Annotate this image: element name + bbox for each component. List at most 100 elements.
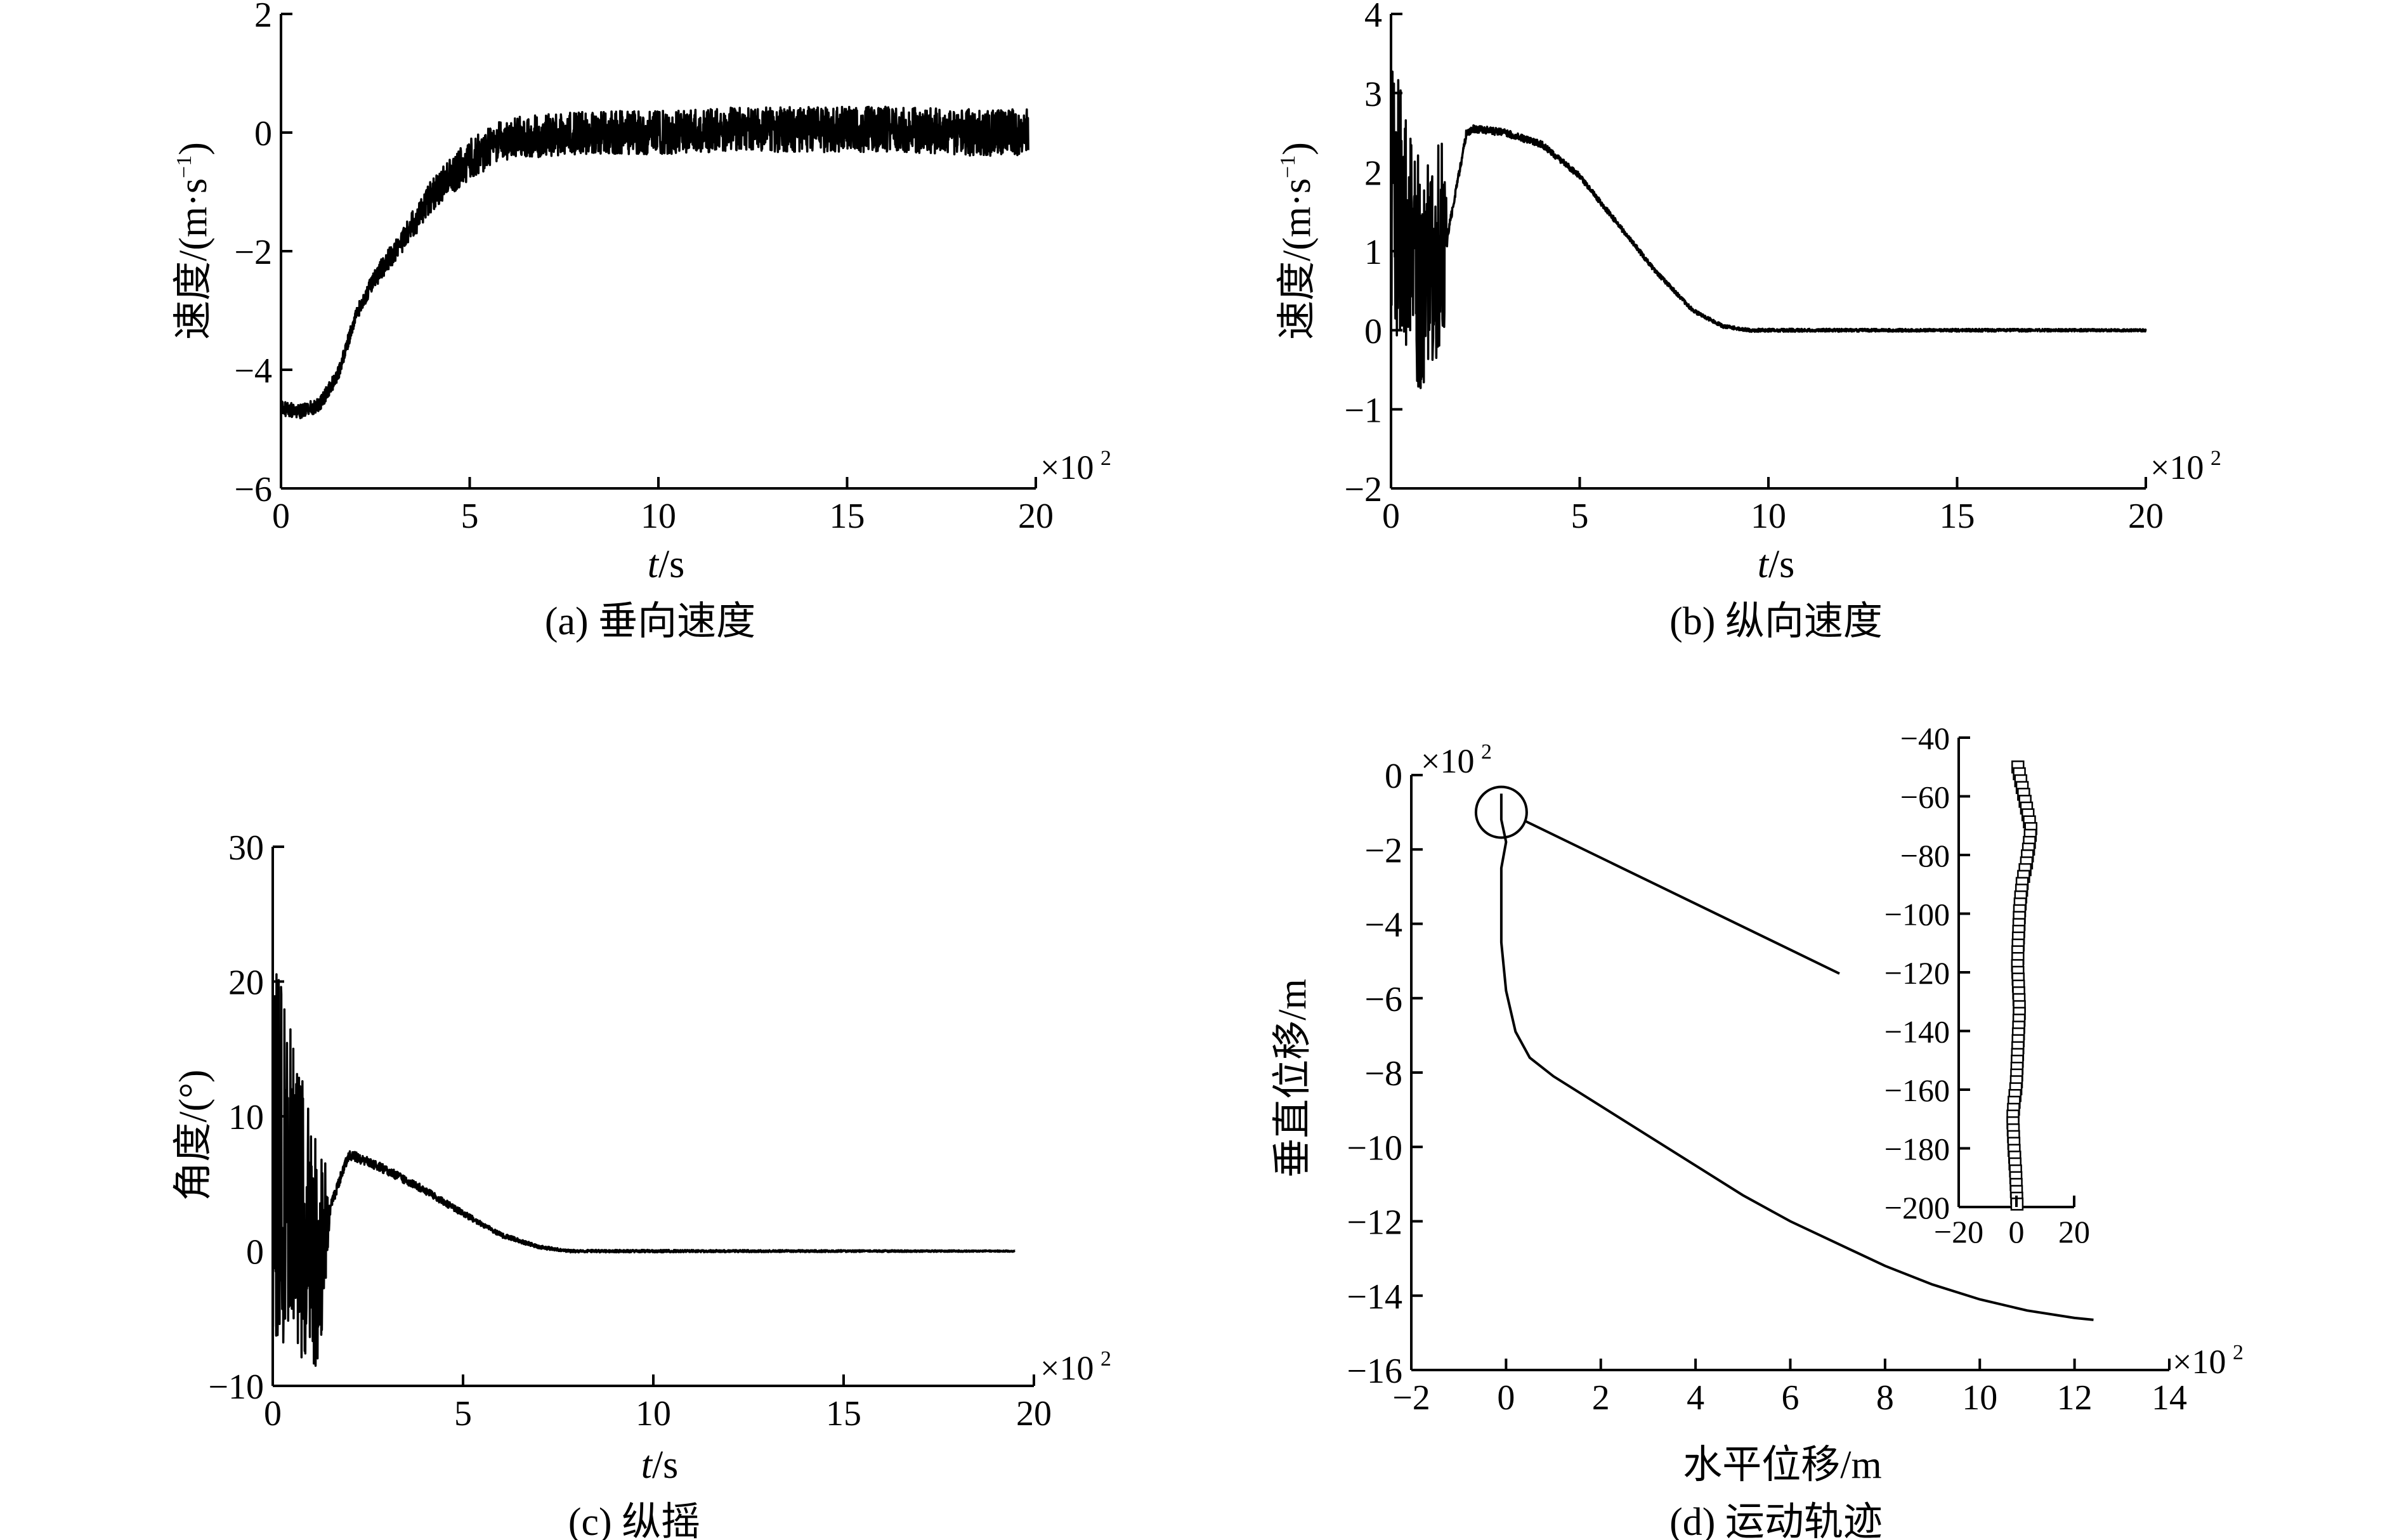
a-x-tick-label: 20 (1018, 497, 1054, 536)
panel-d-x-multiplier: ×10 (2172, 1343, 2226, 1381)
di-y-tick-label: −60 (1900, 780, 1950, 815)
c-y-tick-label: 10 (228, 1098, 264, 1137)
panel-c-x-multiplier: ×10 (1040, 1349, 1094, 1387)
panel-a-x-multiplier: ×10 (1040, 448, 1094, 486)
panel-d-caption: (d) 运动轨迹 (1669, 1501, 1883, 1540)
c-y-tick-label: 0 (246, 1233, 264, 1272)
b-y-tick-label: −1 (1344, 391, 1382, 430)
a-y-tick-label: 0 (254, 114, 272, 153)
a-x-tick-label: 10 (641, 497, 676, 536)
panel-d-trajectory: −2 0 2 4 6 8 10 12 14−16−14−12−10−8−6−4−20 ×10 2… (1271, 721, 2244, 1540)
d-x-tick-label: 14 (2152, 1378, 2187, 1418)
d-x-tick-label: 6 (1782, 1378, 1799, 1418)
d-y-tick-label: 0 (1385, 757, 1402, 796)
a-x-tick-label: 15 (830, 497, 865, 536)
panel-b-y-label: 速度/(m·s−1) (1276, 142, 1319, 340)
b-y-tick-label: 3 (1364, 75, 1382, 114)
d-x-tick-label: 4 (1687, 1378, 1704, 1418)
panel-d-x-label: 水平位移/m (1683, 1444, 1881, 1487)
di-y-tick-label: −100 (1884, 897, 1950, 932)
c-x-tick-label: 15 (826, 1394, 861, 1433)
panel-a-caption: (a) 垂向速度 (545, 600, 755, 643)
d-x-tick-label: −2 (1392, 1378, 1430, 1418)
panel-c-caption: (c) 纵摇 (568, 1501, 700, 1540)
panel-d-zoom-circle (1474, 785, 1528, 839)
d-x-tick-label: 2 (1592, 1378, 1610, 1418)
d-y-tick-label: −2 (1364, 831, 1402, 870)
c-x-tick-label: 20 (1016, 1394, 1052, 1433)
d-y-tick-label: −12 (1347, 1203, 1402, 1243)
panel-d-x-multiplier-exp: 2 (2233, 1341, 2244, 1364)
panel-a-vertical-velocity: 0 5 10 15 20 −6 −4 −2 0 2 ×10 2 t/s 速度/(m·s−1) (a… (172, 0, 1111, 643)
a-y-tick-label: −4 (234, 351, 272, 391)
panel-c-y-label: 角度/(°) (172, 1069, 215, 1201)
panel-b-caption: (b) 纵向速度 (1669, 600, 1883, 643)
b-x-tick-label: 0 (1382, 497, 1400, 536)
di-x-tick-label: 0 (2009, 1214, 2025, 1250)
c-x-tick-label: 10 (636, 1394, 671, 1433)
di-y-tick-label: −80 (1900, 838, 1950, 873)
panel-d-inset-markers (2006, 760, 2037, 1211)
b-y-tick-label: 0 (1364, 312, 1382, 351)
d-y-tick-label: −4 (1364, 906, 1402, 945)
d-y-tick-label: −14 (1347, 1277, 1402, 1317)
panel-b-series-line (1390, 70, 2147, 389)
panel-b-x-multiplier-exp: 2 (2211, 447, 2221, 470)
panel-a-series-line (280, 105, 1029, 419)
di-x-tick-label: 20 (2058, 1214, 2090, 1250)
di-y-tick-label: −200 (1884, 1190, 1950, 1225)
panel-a-x-multiplier-exp: 2 (1101, 447, 1111, 470)
c-y-tick-label: 30 (228, 828, 264, 868)
a-y-tick-label: −2 (234, 233, 272, 272)
b-x-tick-label: 10 (1751, 497, 1786, 536)
panel-d-y-multiplier: ×10 (1421, 742, 1474, 780)
b-x-tick-label: 15 (1940, 497, 1975, 536)
di-y-tick-label: −120 (1884, 955, 1950, 991)
panel-d-inset: −20 0 20−200−180−160−140−120−100−80−60−40 (1884, 721, 2090, 1250)
panel-d-axes (1410, 775, 2169, 1371)
panel-a-x-label: t/s (648, 543, 685, 586)
d-x-tick-label: 0 (1497, 1378, 1515, 1418)
panel-c-axes (271, 847, 1034, 1387)
panel-d-zoom-leader-line (1525, 819, 1840, 975)
b-x-tick-label: 20 (2128, 497, 2164, 536)
d-y-tick-label: −16 (1347, 1352, 1402, 1391)
a-y-tick-label: 2 (254, 0, 272, 35)
a-x-tick-label: 0 (272, 497, 290, 536)
panel-d-y-multiplier-exp: 2 (1481, 740, 1492, 764)
di-y-tick-label: −180 (1884, 1132, 1950, 1167)
b-y-tick-label: 1 (1364, 233, 1382, 272)
panel-d-y-label: 垂直位移/m (1271, 979, 1314, 1177)
b-x-tick-label: 5 (1571, 497, 1589, 536)
di-x-tick-label: −20 (1934, 1214, 1983, 1250)
panel-a-y-label: 速度/(m·s−1) (172, 142, 215, 340)
c-x-tick-label: 0 (264, 1394, 282, 1433)
panel-b-longitudinal-velocity: 0 5 10 15 20 −2 −1 0 1 2 3 4 ×10 2 t/s 速度/(m·s−1) (… (1276, 0, 2221, 643)
d-x-tick-label: 12 (2057, 1378, 2093, 1418)
di-y-tick-label: −140 (1884, 1014, 1950, 1050)
d-y-tick-label: −10 (1347, 1128, 1402, 1168)
panel-c-x-label: t/s (641, 1444, 679, 1487)
c-x-tick-label: 5 (454, 1394, 472, 1433)
panel-d-series-line (1499, 793, 2094, 1321)
d-y-tick-label: −6 (1364, 980, 1402, 1019)
di-y-tick-label: −40 (1900, 721, 1950, 756)
b-y-tick-label: 4 (1364, 0, 1382, 35)
panel-c-series-line (271, 965, 1016, 1367)
a-y-tick-label: −6 (234, 470, 272, 509)
panel-c-x-multiplier-exp: 2 (1101, 1347, 1111, 1371)
d-y-tick-label: −8 (1364, 1054, 1402, 1093)
panel-b-x-label: t/s (1758, 543, 1795, 586)
panel-b-axes (1390, 14, 2146, 490)
d-x-tick-label: 10 (1962, 1378, 1997, 1418)
b-y-tick-label: 2 (1364, 153, 1382, 193)
c-y-tick-label: −10 (208, 1367, 264, 1407)
di-y-tick-label: −160 (1884, 1073, 1950, 1108)
a-x-tick-label: 5 (461, 497, 479, 536)
b-y-tick-label: −2 (1344, 470, 1382, 509)
panel-b-x-multiplier: ×10 (2150, 448, 2204, 486)
d-x-tick-label: 8 (1876, 1378, 1894, 1418)
c-y-tick-label: 20 (228, 963, 264, 1003)
